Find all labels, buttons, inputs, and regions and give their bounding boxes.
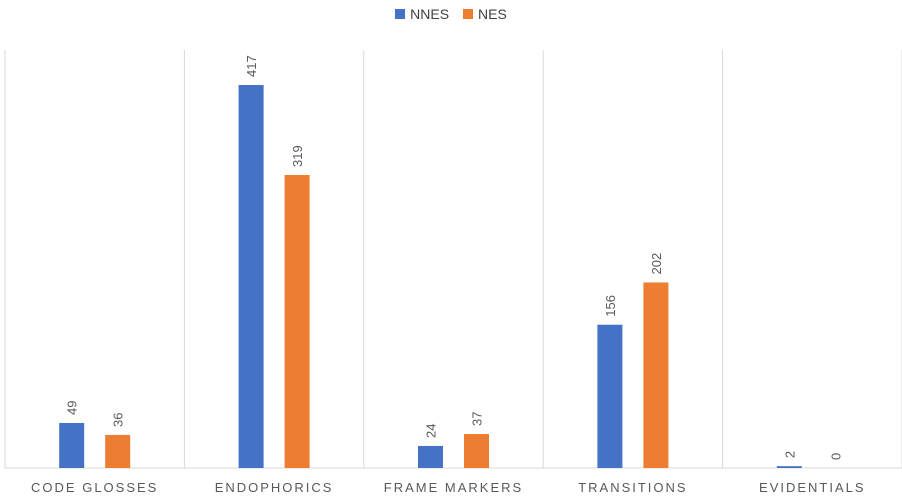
bar-nnes xyxy=(238,85,264,468)
bar-nnes xyxy=(418,445,443,468)
data-label: 156 xyxy=(603,295,618,317)
data-label: 24 xyxy=(424,423,439,437)
data-label: 2 xyxy=(782,451,797,458)
category-label: CODE GLOSSES xyxy=(31,480,158,495)
legend: NNES NES xyxy=(0,6,902,22)
category-label: ENDOPHORICS xyxy=(215,480,334,495)
category-label: TRANSITIONS xyxy=(578,480,687,495)
data-label: 36 xyxy=(111,412,126,426)
bar-nnes xyxy=(776,466,802,468)
legend-swatch-nnes xyxy=(395,9,406,19)
bar-nes xyxy=(464,434,489,468)
bar-nes xyxy=(643,282,669,468)
data-label: 202 xyxy=(649,253,664,275)
data-label: 319 xyxy=(290,145,305,167)
bar-nes xyxy=(284,175,310,469)
category-label: EVIDENTIALS xyxy=(759,480,866,495)
bar-nnes xyxy=(59,422,85,468)
legend-item-nnes: NNES xyxy=(395,6,449,22)
category-label: FRAME MARKERS xyxy=(384,480,523,495)
legend-label-nes: NES xyxy=(478,6,507,22)
legend-swatch-nes xyxy=(463,9,474,19)
legend-label-nnes: NNES xyxy=(410,6,450,22)
data-label: 49 xyxy=(65,401,80,415)
bar-nes xyxy=(105,434,131,468)
data-label: 0 xyxy=(828,453,843,460)
bar-nnes xyxy=(597,324,623,468)
legend-item-nes: NES xyxy=(463,6,507,22)
data-label: 37 xyxy=(470,412,485,426)
data-label: 417 xyxy=(244,55,259,77)
